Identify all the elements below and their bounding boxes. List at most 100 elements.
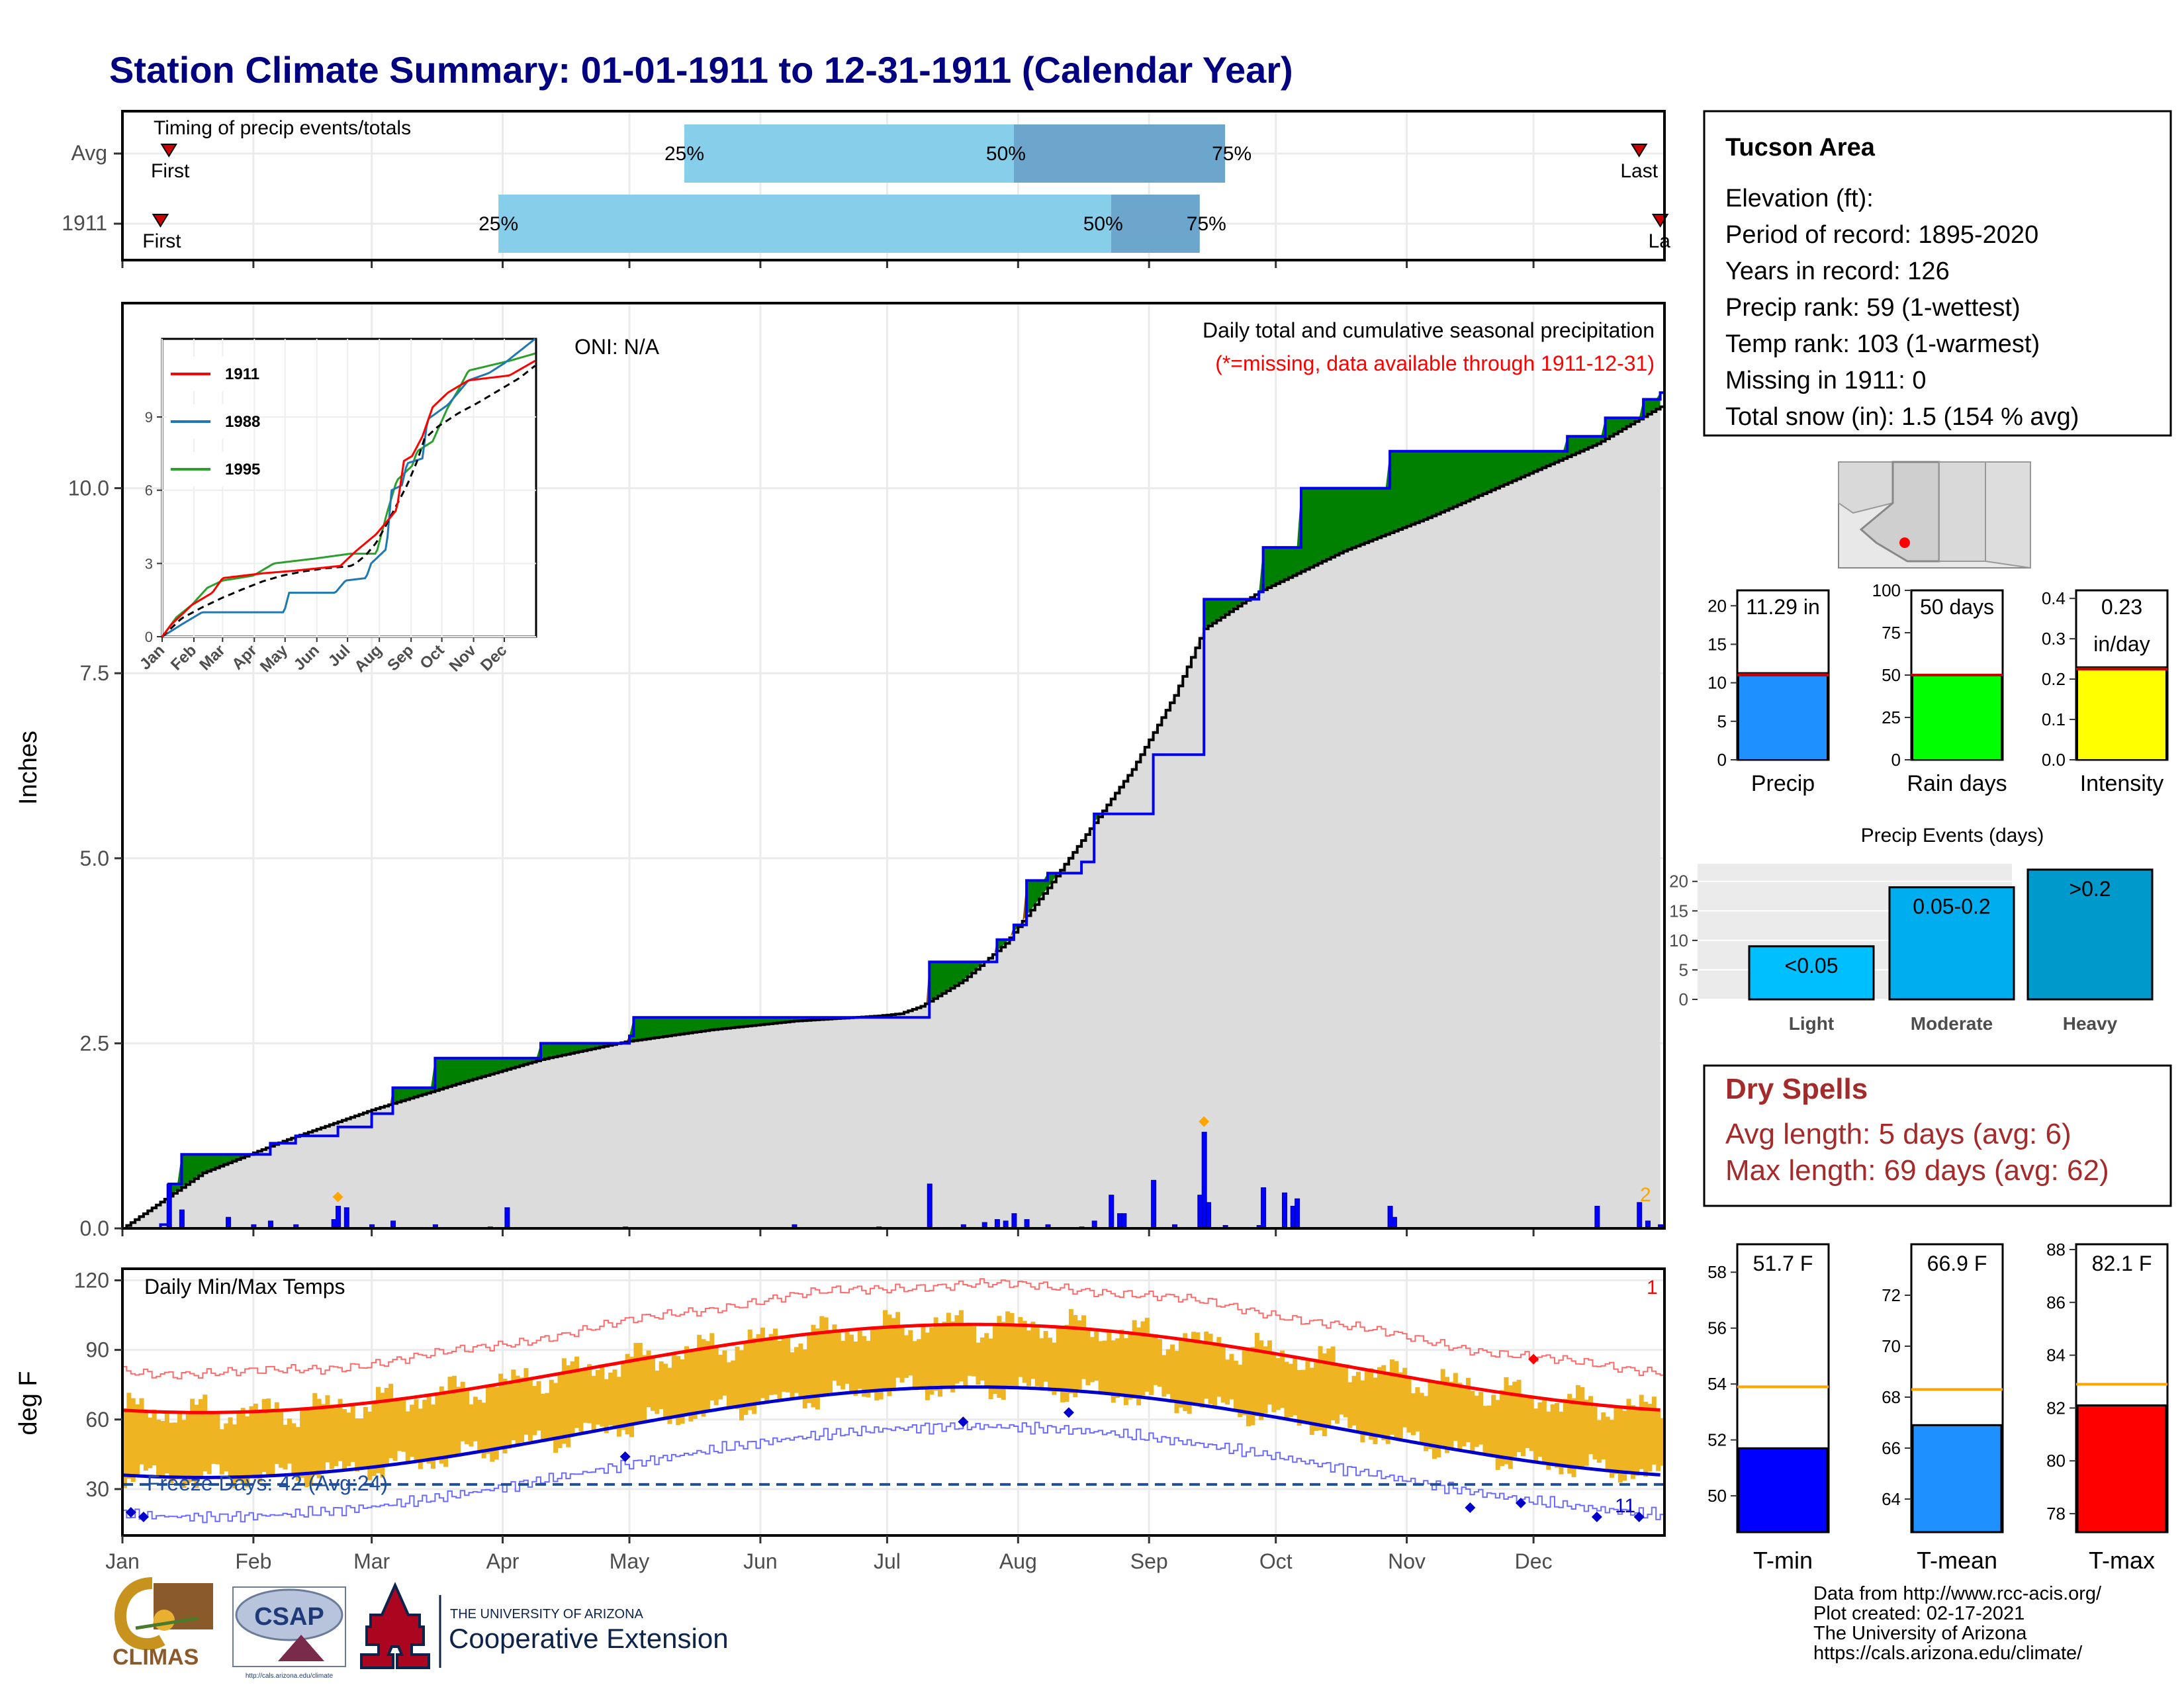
daily-temp-bar bbox=[1436, 1381, 1441, 1458]
summary-bar-tick-label: 10 bbox=[1707, 673, 1727, 693]
timing-panel-frame bbox=[121, 110, 1666, 261]
daily-temp-bar bbox=[604, 1379, 609, 1434]
month-label: Oct bbox=[1259, 1549, 1293, 1573]
daily-temp-bar bbox=[219, 1429, 224, 1475]
daily-temp-bar bbox=[261, 1398, 267, 1473]
daily-temp-bar bbox=[1030, 1321, 1036, 1379]
ua-logo-mark bbox=[360, 1582, 430, 1669]
daily-temp-bar bbox=[1263, 1346, 1268, 1414]
daily-temp-bar bbox=[1647, 1403, 1653, 1472]
summary-bar-tick-label: 0 bbox=[1717, 750, 1727, 770]
month-label: Feb bbox=[235, 1549, 271, 1573]
daily-temp-bar bbox=[1580, 1387, 1585, 1468]
csap-logo-text: CSAP bbox=[254, 1603, 324, 1631]
daily-temp-bar bbox=[1178, 1338, 1183, 1408]
inset-legend-label: 1995 bbox=[225, 461, 260, 479]
daily-temp-bar bbox=[1360, 1380, 1365, 1443]
precip-panel: Inches 0.0 2.5 5.0 7.5 10.0 ONI: N/A Daily t… bbox=[15, 302, 1666, 1240]
daily-temp-bar bbox=[316, 1398, 322, 1479]
daily-temp-bar bbox=[743, 1342, 749, 1415]
temp-ylabel: deg F bbox=[15, 1371, 42, 1435]
precip-events-tick-label: 20 bbox=[1669, 872, 1688, 891]
daily-temp-bar bbox=[1089, 1337, 1095, 1383]
daily-temp-bar bbox=[1461, 1385, 1467, 1447]
inset-series-1988 bbox=[161, 338, 536, 638]
daily-temp-bar bbox=[460, 1381, 465, 1441]
daily-temp-bar bbox=[1571, 1398, 1576, 1477]
daily-temp-bar bbox=[502, 1379, 508, 1454]
daily-temp-bar bbox=[380, 1393, 385, 1478]
daily-temp-bar bbox=[933, 1317, 938, 1391]
daily-temp-bar bbox=[1373, 1377, 1378, 1445]
temp-bar-tick-label: 66 bbox=[1882, 1438, 1901, 1458]
daily-temp-bar bbox=[456, 1387, 461, 1455]
page-title: Station Climate Summary: 01-01-1911 to 1… bbox=[109, 49, 1293, 91]
map-state-nm bbox=[1938, 461, 1986, 562]
daily-temp-bar bbox=[1364, 1370, 1369, 1436]
daily-temp-bar bbox=[600, 1367, 605, 1427]
daily-temp-bar bbox=[1220, 1346, 1226, 1403]
daily-temp-bar bbox=[726, 1362, 731, 1408]
daily-temp-bar bbox=[1563, 1398, 1568, 1468]
daily-temp-bar bbox=[177, 1412, 182, 1478]
daily-temp-bar bbox=[1039, 1338, 1044, 1389]
daily-temp-bar bbox=[274, 1402, 279, 1465]
daily-temp-bar bbox=[1018, 1317, 1023, 1377]
timing-last-label: La bbox=[1649, 230, 1671, 252]
daily-temp-bar bbox=[963, 1324, 968, 1386]
daily-temp-bar bbox=[232, 1424, 237, 1488]
footer: Data from http://www.rcc-acis.org/ Plot … bbox=[113, 1577, 2102, 1680]
daily-temp-bar bbox=[135, 1404, 140, 1475]
daily-temp-bar bbox=[972, 1326, 977, 1377]
daily-temp-bar bbox=[1107, 1330, 1112, 1393]
temp-bar-fill bbox=[1737, 1447, 1829, 1533]
daily-temp-bar bbox=[224, 1423, 229, 1472]
precip-events-tick-label: 10 bbox=[1669, 931, 1688, 950]
station-name: Tucson Area bbox=[1725, 134, 1876, 161]
avg-min-temp-line bbox=[122, 1385, 1661, 1479]
daily-temp-bar bbox=[773, 1328, 778, 1394]
daily-temp-bar bbox=[608, 1373, 614, 1426]
daily-temp-bar bbox=[439, 1386, 444, 1464]
daily-temp-bar bbox=[1377, 1367, 1382, 1436]
daily-precip-bar bbox=[1637, 1202, 1643, 1229]
daily-temp-bar bbox=[1520, 1396, 1525, 1457]
daily-temp-bar bbox=[1495, 1400, 1500, 1470]
precip-event-bar bbox=[1748, 945, 1875, 1001]
precip-areas bbox=[122, 391, 1664, 1230]
daily-temp-bar bbox=[422, 1400, 428, 1461]
summary-bar-label: Precip bbox=[1751, 771, 1815, 796]
daily-temp-bar bbox=[692, 1349, 698, 1419]
daily-temp-bar bbox=[899, 1327, 905, 1383]
daily-temp-bar bbox=[1605, 1416, 1610, 1473]
daily-precip-bar bbox=[336, 1205, 341, 1229]
daily-temp-bar bbox=[705, 1341, 710, 1411]
inset-ytick-label: 9 bbox=[145, 409, 153, 426]
precip-yticks: 0.0 2.5 5.0 7.5 10.0 bbox=[68, 477, 122, 1240]
daily-temp-bar bbox=[967, 1324, 972, 1376]
timing-bar-25-50 bbox=[498, 195, 1111, 253]
summary-bar-tick-label: 0.4 bbox=[2042, 588, 2066, 608]
ua-logo-big-text: Cooperative Extension bbox=[449, 1623, 729, 1654]
daily-temp-bar bbox=[566, 1365, 571, 1447]
daily-temp-bar bbox=[921, 1326, 926, 1390]
daily-temp-bar bbox=[1440, 1369, 1445, 1449]
daily-temp-bar bbox=[1233, 1360, 1238, 1412]
timing-p50-label: 50% bbox=[986, 143, 1026, 165]
precip-events-title: Precip Events (days) bbox=[1861, 825, 2044, 846]
daily-temp-bar bbox=[536, 1381, 541, 1431]
daily-temp-bar bbox=[494, 1387, 499, 1460]
daily-temp-bar bbox=[561, 1358, 567, 1444]
record-low-line bbox=[122, 1421, 1664, 1524]
footer-line-url: https://cals.arizona.edu/climate/ bbox=[1813, 1643, 2083, 1664]
daily-temp-bar bbox=[148, 1417, 153, 1469]
daily-temp-bar bbox=[477, 1399, 482, 1453]
daily-temp-bar bbox=[1195, 1332, 1201, 1406]
daily-temp-bar bbox=[1610, 1420, 1614, 1478]
daily-temp-bar bbox=[1347, 1382, 1353, 1428]
daily-temp-bar bbox=[520, 1377, 525, 1443]
daily-temp-bar bbox=[1470, 1391, 1475, 1451]
summary-bar-label: Rain days bbox=[1907, 771, 2007, 796]
daily-temp-bar bbox=[1064, 1324, 1069, 1402]
precip-event-category: Moderate bbox=[1911, 1013, 1993, 1034]
